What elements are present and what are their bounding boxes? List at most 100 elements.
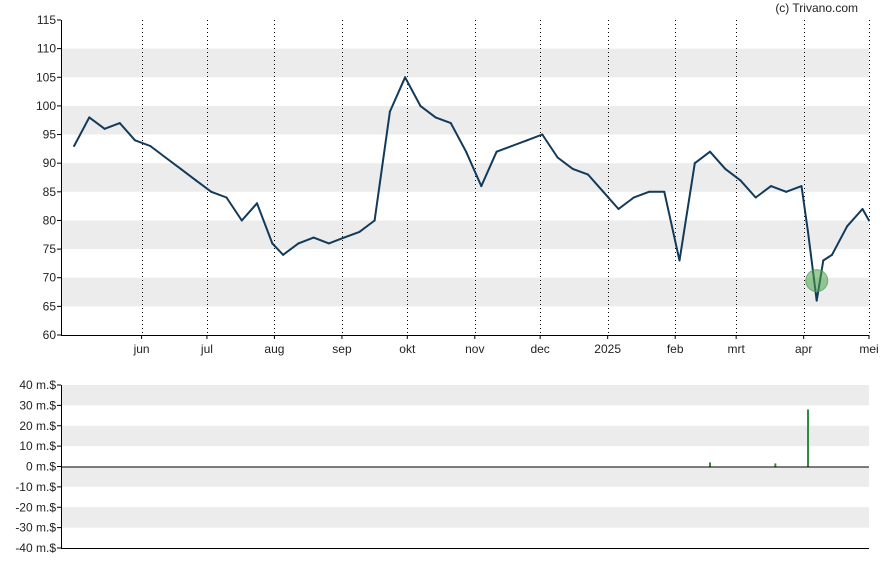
volume-bar	[807, 409, 810, 467]
price-x-tick-label: okt	[399, 342, 416, 356]
price-point	[256, 202, 259, 205]
price-point	[343, 236, 346, 239]
price-point	[103, 127, 106, 130]
price-point	[807, 230, 810, 233]
price-point	[118, 122, 121, 125]
price-point	[830, 253, 833, 256]
copyright-label: (c) Trivano.com	[775, 1, 858, 15]
volume-y-tick-label: 40 m.$	[19, 378, 56, 392]
price-point	[648, 190, 651, 193]
price-point	[556, 156, 559, 159]
price-y-tick-label: 95	[43, 128, 57, 142]
low-marker	[805, 269, 829, 293]
price-point	[510, 145, 513, 147]
price-point	[861, 208, 864, 210]
price-point	[846, 225, 849, 228]
price-point	[164, 156, 167, 159]
volume-bar	[709, 462, 712, 467]
volume-y-tick-label: -40 m.$	[15, 541, 56, 555]
price-point	[632, 196, 635, 199]
price-x-tick-label: apr	[795, 342, 812, 356]
price-point	[312, 236, 315, 239]
price-y-tick-label: 110	[37, 42, 56, 56]
price-point	[419, 104, 422, 107]
price-x-tick-label: mei	[859, 342, 878, 356]
price-y-tick-label: 105	[36, 70, 56, 84]
price-point	[240, 219, 243, 222]
price-point	[134, 139, 137, 142]
price-x-tick-label: 2025	[594, 342, 621, 356]
price-point	[404, 76, 407, 79]
volume-y-tick-label: -30 m.$	[15, 521, 56, 535]
price-point	[800, 185, 803, 188]
price-band	[61, 277, 869, 307]
price-point	[541, 133, 544, 136]
volume-band	[61, 425, 869, 447]
price-x-tick-label: nov	[465, 342, 484, 356]
price-point	[602, 190, 605, 193]
price-point	[225, 196, 228, 199]
price-point	[297, 242, 300, 245]
price-line	[73, 76, 870, 302]
price-point	[822, 259, 825, 262]
price-point	[149, 145, 152, 147]
volume-band	[61, 507, 869, 528]
volume-y-tick-label: 30 m.$	[19, 398, 56, 412]
price-point	[195, 179, 198, 182]
price-point	[88, 116, 91, 119]
price-point	[617, 208, 620, 210]
price-point	[358, 230, 361, 233]
price-point	[449, 122, 452, 125]
price-x-tick-label: feb	[667, 342, 684, 356]
volume-bar	[774, 463, 777, 467]
volume-y-tick-label: -10 m.$	[15, 480, 56, 494]
price-point	[739, 179, 742, 182]
price-point	[526, 139, 529, 142]
price-y-tick-label: 80	[43, 213, 57, 227]
price-point	[434, 116, 437, 119]
price-point	[73, 145, 76, 147]
volume-y-tick-label: 10 m.$	[19, 439, 56, 453]
price-point	[388, 110, 391, 113]
price-band	[61, 105, 869, 135]
price-point	[709, 150, 712, 153]
price-point	[480, 185, 483, 188]
price-band	[61, 48, 869, 78]
price-x-tick-label: mrt	[727, 342, 745, 356]
price-y-tick-label: 90	[43, 156, 57, 170]
price-point	[678, 259, 681, 262]
volume-y-tick-label: 0 m.$	[26, 460, 56, 474]
price-point	[210, 190, 213, 193]
price-x-tick-label: dec	[530, 342, 549, 356]
price-x-tick-label: jun	[133, 342, 150, 356]
price-point	[769, 185, 772, 188]
price-point	[868, 219, 870, 222]
price-point	[271, 242, 274, 245]
price-band	[61, 220, 869, 250]
price-point	[495, 150, 498, 153]
price-y-tick-label: 115	[37, 13, 56, 27]
volume-band	[61, 466, 869, 487]
price-x-tick-label: sep	[332, 342, 352, 356]
volume-y-tick-label: 20 m.$	[19, 419, 56, 433]
volume-y-tick-label: -20 m.$	[15, 500, 56, 514]
price-y-tick-label: 100	[36, 99, 56, 113]
price-point	[282, 253, 285, 256]
price-point	[327, 242, 330, 245]
price-y-tick-label: 75	[43, 242, 57, 256]
price-point	[373, 219, 376, 222]
price-y-tick-label: 85	[43, 185, 57, 199]
price-x-tick-label: jul	[200, 342, 213, 356]
price-band	[61, 163, 869, 192]
price-point	[587, 173, 590, 176]
price-y-tick-label: 60	[43, 328, 57, 342]
price-point	[754, 196, 757, 199]
price-y-tick-label: 65	[43, 299, 57, 313]
price-point	[815, 299, 818, 302]
volume-band	[61, 385, 869, 406]
price-y-tick-label: 70	[43, 271, 57, 285]
price-point	[663, 190, 666, 193]
price-point	[724, 167, 727, 170]
price-point	[693, 162, 696, 165]
